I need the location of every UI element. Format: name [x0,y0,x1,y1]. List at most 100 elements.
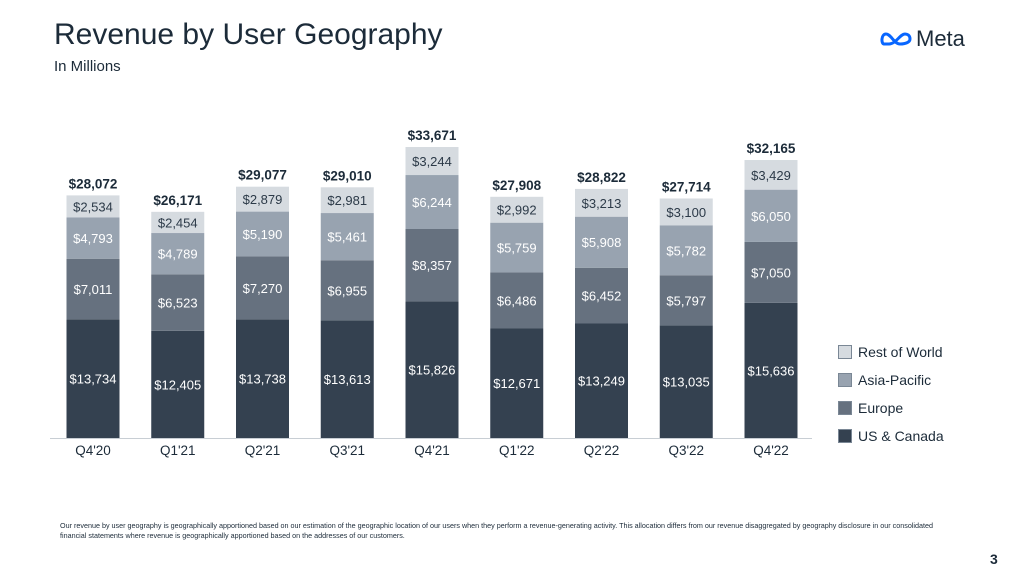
x-tick-label: Q4'20 [75,443,111,458]
bar-segment-europe-0 [66,258,120,320]
bar-segment-asia-pacific-2 [236,211,289,257]
bar-segment-us-canada-5 [490,328,544,438]
bar-segment-europe-5 [490,272,544,329]
bar-segment-us-canada-4 [405,301,459,438]
bar-segment-us-canada-2 [236,319,289,438]
bar-segment-us-canada-3 [320,320,374,438]
segment-label: $13,249 [578,374,625,389]
bar-segment-rest-of-world-1 [151,211,205,234]
bar-segment-us-canada-6 [575,323,628,438]
segment-label: $7,270 [243,281,283,296]
bar-segment-europe-7 [659,275,713,326]
segment-label: $6,486 [497,293,537,308]
segment-label: $6,244 [412,195,452,210]
segment-label: $6,523 [158,296,198,311]
segment-label: $5,782 [666,243,706,258]
segment-label: $13,035 [663,375,710,390]
segment-label: $2,879 [243,192,283,207]
segment-label: $6,050 [751,209,791,224]
legend-item-rest-of-world: Rest of World [838,338,944,366]
segment-label: $3,244 [412,154,452,169]
legend-label-rest-of-world: Rest of World [858,344,943,360]
bar-segment-rest-of-world-0 [66,195,120,218]
legend-label-asia-pacific: Asia-Pacific [858,372,932,388]
bar-segment-asia-pacific-3 [320,213,374,261]
segment-label: $2,981 [327,193,367,208]
legend-label-us-canada: US & Canada [858,428,944,444]
chart-legend: Rest of World Asia-Pacific Europe US & C… [838,338,944,450]
x-tick-label: Q4'22 [753,443,789,458]
bar-segment-us-canada-8 [744,302,798,438]
bar-segment-rest-of-world-3 [320,187,374,214]
bar-segment-europe-4 [405,228,459,302]
legend-item-europe: Europe [838,394,944,422]
legend-item-us-canada: US & Canada [838,422,944,450]
segment-label: $3,213 [582,196,622,211]
bar-segment-us-canada-0 [66,319,120,438]
legend-swatch-rest-of-world [838,345,852,359]
x-tick-label: Q1'22 [499,443,535,458]
segment-label: $3,100 [666,205,706,220]
bar-segment-rest-of-world-7 [659,198,713,226]
x-tick-label: Q1'21 [160,443,196,458]
x-tick-label: Q4'21 [414,443,450,458]
page-title: Revenue by User Geography [54,18,443,51]
total-label: $29,010 [323,168,372,183]
bar-segment-europe-1 [151,274,205,331]
total-label: $33,671 [408,128,457,143]
x-tick-label: Q3'21 [329,443,365,458]
total-label: $27,908 [492,178,541,193]
segment-label: $2,992 [497,203,537,218]
legend-swatch-us-canada [838,429,852,443]
bar-segment-us-canada-1 [151,330,205,438]
bar-segment-europe-6 [575,267,628,324]
bar-segment-asia-pacific-6 [575,216,628,268]
total-label: $26,171 [153,193,202,208]
bar-segment-asia-pacific-8 [744,189,798,242]
segment-label: $5,190 [243,227,283,242]
bar-segment-europe-3 [320,260,374,321]
bar-segment-rest-of-world-2 [236,186,289,212]
page-subtitle: In Millions [54,58,121,75]
bar-segment-asia-pacific-1 [151,233,205,275]
segment-label: $15,636 [748,363,795,378]
x-tick-label: Q2'21 [245,443,281,458]
x-tick-label: Q2'22 [584,443,620,458]
segment-label: $4,789 [158,247,198,262]
bar-segment-rest-of-world-5 [490,196,544,223]
meta-infinity-icon [880,32,912,46]
segment-label: $7,011 [74,282,113,297]
total-label: $27,714 [662,179,711,194]
bar-segment-us-canada-7 [659,325,713,438]
bar-segment-rest-of-world-4 [405,147,459,176]
segment-label: $6,452 [582,289,622,304]
legend-swatch-europe [838,401,852,415]
bar-segment-rest-of-world-8 [744,160,798,190]
segment-label: $8,357 [412,258,452,273]
segment-label: $5,797 [666,293,706,308]
segment-label: $13,738 [239,372,286,387]
total-label: $29,077 [238,168,287,183]
segment-label: $5,759 [497,241,537,256]
page-number: 3 [990,551,998,567]
segment-label: $12,405 [154,377,201,392]
segment-label: $13,613 [324,372,371,387]
total-label: $28,072 [69,176,118,191]
segment-label: $5,908 [582,235,622,250]
bar-segment-rest-of-world-6 [575,188,628,217]
legend-swatch-asia-pacific [838,373,852,387]
segment-label: $12,671 [493,376,540,391]
legend-item-asia-pacific: Asia-Pacific [838,366,944,394]
segment-label: $7,050 [751,265,791,280]
segment-label: $2,534 [73,199,113,214]
segment-label: $4,793 [73,231,113,246]
bar-segment-asia-pacific-0 [66,217,120,259]
bar-segment-asia-pacific-7 [659,225,713,276]
footnote: Our revenue by user geography is geograp… [60,521,934,540]
segment-label: $2,454 [158,215,198,230]
bar-segment-europe-8 [744,241,798,303]
x-tick-label: Q3'22 [668,443,704,458]
total-label: $28,822 [577,170,626,185]
bar-segment-asia-pacific-5 [490,222,544,273]
